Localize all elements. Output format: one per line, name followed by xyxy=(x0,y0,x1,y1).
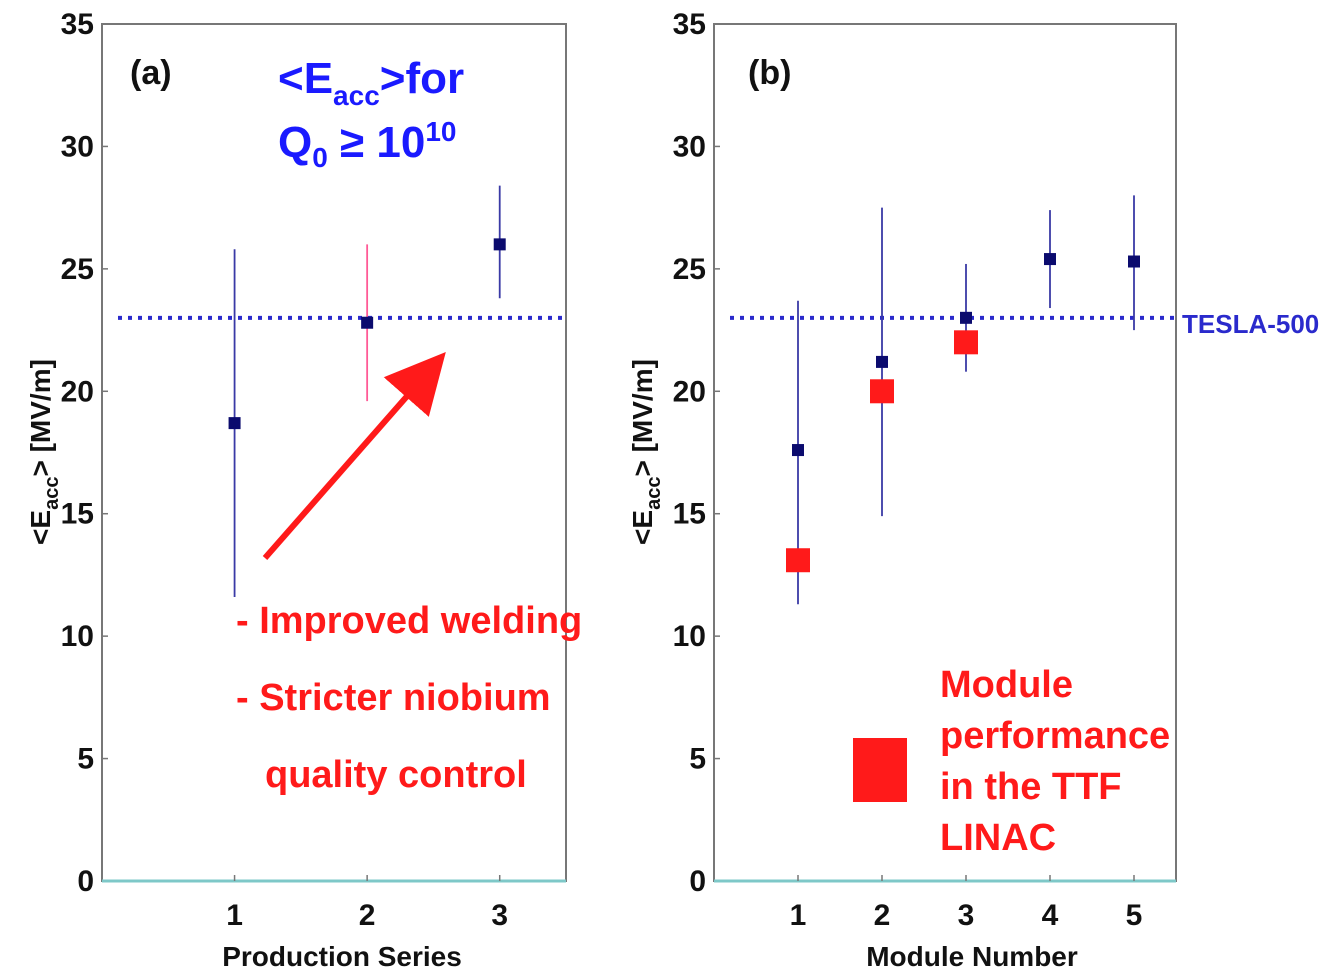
y-tick-label: 30 xyxy=(673,130,706,163)
panel-b: 0 5 10 15 20 25 30 35 1 2 3 4 5 TESLA-500 (b) Modul… xyxy=(627,8,1319,971)
annotation-improved-welding: - Improved welding xyxy=(236,600,582,642)
data-point xyxy=(1044,253,1056,266)
data-point xyxy=(792,444,804,457)
x-tick-label: 3 xyxy=(958,899,975,932)
x-tick-label: 1 xyxy=(226,899,243,932)
panel-a-title-line1: <Eacc>for xyxy=(278,54,464,111)
y-tick-label: 0 xyxy=(689,865,706,898)
panel-b-ylabel: <Eacc> [MV/m] xyxy=(627,359,665,545)
panel-b-xlabel: Module Number xyxy=(866,941,1078,971)
x-tick-label: 5 xyxy=(1126,899,1143,932)
y-tick-label: 35 xyxy=(673,8,706,41)
x-tick-label: 3 xyxy=(491,899,508,932)
module-performance-point xyxy=(870,379,894,404)
annotation-stricter-niobium: - Stricter niobium xyxy=(236,677,551,719)
panel-b-marks xyxy=(786,195,1140,605)
data-point xyxy=(361,316,374,329)
panel-b-yticks: 0 5 10 15 20 25 30 35 xyxy=(673,8,720,898)
y-tick-label: 20 xyxy=(61,375,94,408)
panel-a: 0 5 10 15 20 25 30 35 1 2 3 (a) <Eacc>for Q0 ≥ 10… xyxy=(25,8,582,971)
panel-a-yticks: 0 5 10 15 20 25 30 35 xyxy=(61,8,108,898)
panel-a-frame xyxy=(101,23,567,882)
panel-a-marks xyxy=(228,185,506,597)
legend-text-line2: performance xyxy=(940,715,1170,757)
x-tick-label: 2 xyxy=(874,899,891,932)
y-tick-label: 15 xyxy=(61,498,94,531)
panel-a-xlabel: Production Series xyxy=(222,941,462,971)
legend-text-line4: LINAC xyxy=(940,817,1056,859)
data-point xyxy=(228,417,241,430)
panel-a-title-line2: Q0 ≥ 1010 xyxy=(278,116,457,173)
x-tick-label: 1 xyxy=(790,899,807,932)
data-point xyxy=(493,238,506,251)
panel-a-label: (a) xyxy=(130,54,172,92)
x-tick-label: 4 xyxy=(1042,899,1059,932)
y-tick-label: 10 xyxy=(61,620,94,653)
y-tick-label: 35 xyxy=(61,8,94,41)
y-tick-label: 0 xyxy=(77,865,94,898)
annotation-quality-control: quality control xyxy=(265,754,527,796)
legend-text-line3: in the TTF xyxy=(940,766,1122,808)
panel-a-xticks: 1 2 3 xyxy=(226,875,508,932)
y-tick-label: 15 xyxy=(673,498,706,531)
data-point xyxy=(876,355,888,368)
y-tick-label: 20 xyxy=(673,375,706,408)
y-tick-label: 25 xyxy=(61,253,94,286)
y-tick-label: 25 xyxy=(673,253,706,286)
legend-red-square xyxy=(853,738,907,802)
panel-b-xticks: 1 2 3 4 5 xyxy=(790,875,1143,932)
module-performance-point xyxy=(786,548,810,573)
improvement-arrow xyxy=(262,351,446,560)
x-tick-label: 2 xyxy=(359,899,376,932)
legend-text-line1: Module xyxy=(940,664,1073,706)
y-tick-label: 5 xyxy=(77,743,94,776)
y-tick-label: 5 xyxy=(689,743,706,776)
tesla-500-label: TESLA-500 xyxy=(1182,309,1319,339)
y-tick-label: 10 xyxy=(673,620,706,653)
panel-b-label: (b) xyxy=(748,54,791,92)
panel-a-ylabel: <Eacc> [MV/m] xyxy=(25,359,63,545)
y-tick-label: 30 xyxy=(61,130,94,163)
data-point xyxy=(1128,255,1140,268)
module-performance-point xyxy=(954,330,978,355)
data-point xyxy=(960,311,972,324)
panel-b-frame xyxy=(713,23,1177,882)
